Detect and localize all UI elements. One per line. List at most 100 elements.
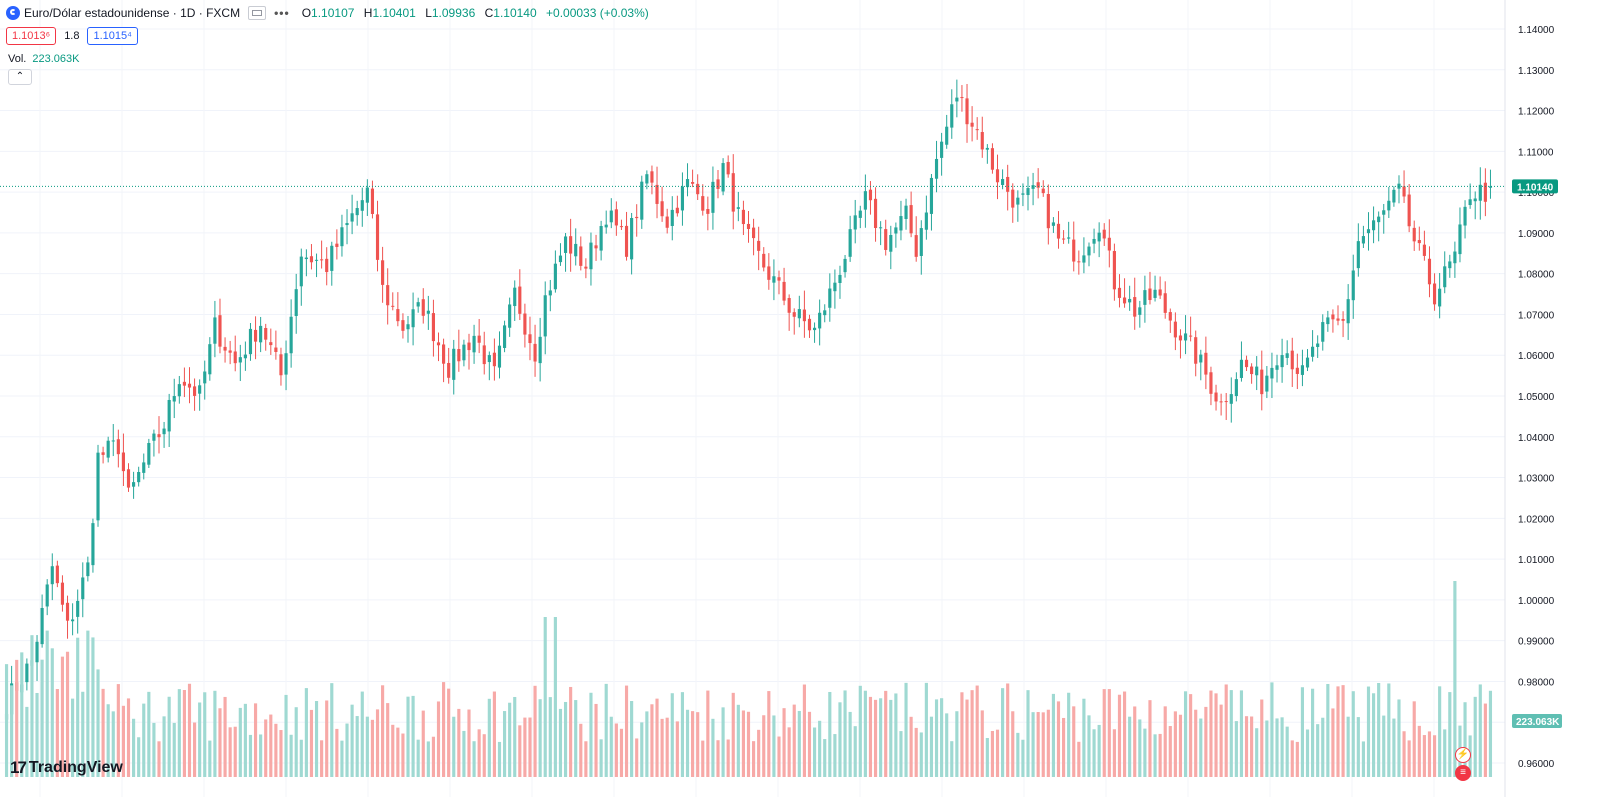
volume-bar — [619, 728, 624, 777]
tradingview-wordmark: TradingView — [28, 759, 123, 776]
candle-body — [802, 309, 806, 322]
candle-body — [264, 328, 268, 340]
volume-bar — [243, 703, 247, 777]
sell-price-button[interactable]: 1.1013⁶ — [6, 27, 57, 45]
volume-bar — [253, 703, 258, 777]
volume-bar — [360, 691, 364, 777]
volume-bar — [1016, 732, 1020, 777]
candle-body — [772, 276, 776, 283]
symbol-title[interactable]: Euro/Dólar estadounidense · 1D · FXCM — [24, 6, 241, 20]
volume-bar — [20, 652, 24, 777]
candle-body — [528, 334, 532, 344]
volume-bar — [1041, 712, 1045, 777]
volume-bar — [609, 716, 613, 777]
candle-body — [1458, 224, 1462, 255]
candle-body — [838, 274, 842, 283]
candle-body — [619, 226, 624, 228]
candle-body — [309, 256, 314, 263]
volume-bar — [1219, 704, 1223, 777]
volume-bar — [1438, 686, 1442, 777]
volume-bar — [330, 683, 334, 777]
candle-body — [482, 345, 486, 365]
candle-body — [299, 256, 303, 287]
candle-body — [1148, 288, 1152, 301]
volume-bar — [1448, 692, 1452, 777]
candle-body — [436, 342, 441, 346]
candle-body — [990, 148, 995, 170]
volume-bar — [497, 741, 502, 777]
volume-bar — [1107, 689, 1111, 777]
chevron-up-icon[interactable]: ⌃ — [8, 69, 32, 85]
volume-bar — [401, 733, 405, 777]
volume-bar — [1407, 740, 1411, 777]
volume-bar — [523, 717, 527, 777]
volume-bar — [35, 692, 39, 777]
candle-body — [1153, 289, 1157, 298]
candle-body — [843, 258, 847, 273]
volume-bar — [223, 696, 227, 777]
volume-bar — [60, 656, 65, 777]
volume-bar — [1280, 717, 1284, 777]
candle-body — [45, 584, 49, 607]
volume-bar — [904, 682, 908, 777]
volume-bar — [233, 726, 237, 777]
candle-body — [909, 205, 913, 234]
candle-body — [304, 257, 308, 260]
volume-bar — [757, 729, 761, 777]
volume-bar — [1463, 702, 1467, 777]
volume-bar — [386, 703, 390, 777]
buy-price-button[interactable]: 1.1015⁴ — [87, 27, 138, 45]
candle-body — [884, 229, 888, 250]
volume-bar — [736, 704, 740, 777]
volume-bar — [335, 728, 339, 777]
volume-bar — [894, 693, 898, 777]
candle-body — [955, 97, 959, 102]
candle-body — [1072, 239, 1076, 262]
volume-value: 223.063K — [32, 53, 80, 65]
price-tick-label: 1.12000 — [1518, 107, 1555, 118]
volume-bar — [975, 685, 979, 777]
volume-bar — [767, 691, 771, 777]
volume-bar — [345, 723, 349, 777]
lightning-event-icon[interactable]: ⚡ — [1455, 747, 1471, 763]
candle-body — [335, 243, 339, 247]
volume-bar — [447, 688, 451, 777]
candle-body — [1336, 318, 1340, 321]
volume-bar — [10, 685, 14, 777]
candle-body — [1463, 206, 1467, 226]
volume-bar — [1387, 683, 1391, 777]
volume-bar — [1092, 729, 1096, 777]
volume-bar — [1346, 716, 1350, 777]
candle-body — [807, 318, 812, 331]
volume-bar — [909, 716, 913, 777]
last-price-label: 1.10140 — [1517, 182, 1554, 193]
candle-body — [889, 234, 893, 252]
volume-bar — [1011, 711, 1015, 777]
volume-bar — [55, 689, 59, 777]
candle-body — [452, 348, 456, 380]
tradingview-logo[interactable]: 17 TradingView — [10, 758, 123, 778]
us-flag-event-icon[interactable]: ≡ — [1455, 765, 1471, 781]
candle-body — [106, 440, 110, 458]
volume-bar — [513, 696, 517, 777]
candle-body — [680, 186, 685, 211]
volume-bar — [1290, 740, 1294, 777]
volume-bar — [833, 734, 837, 777]
compare-icon[interactable] — [248, 6, 267, 20]
more-options-icon[interactable]: ••• — [274, 6, 290, 20]
candle-body — [137, 471, 141, 483]
volume-bar — [614, 723, 618, 777]
candle-body — [248, 328, 253, 355]
candle-body — [406, 324, 410, 330]
volume-bar — [294, 707, 298, 777]
candle-body — [1443, 266, 1447, 288]
candle-body — [1280, 355, 1284, 368]
candle-body — [1041, 188, 1045, 194]
volume-bar — [426, 741, 430, 777]
candle-body — [253, 329, 258, 342]
candle-body — [497, 345, 502, 368]
candle-body — [726, 161, 730, 175]
candle-body — [76, 600, 80, 617]
candle-body — [894, 227, 898, 234]
